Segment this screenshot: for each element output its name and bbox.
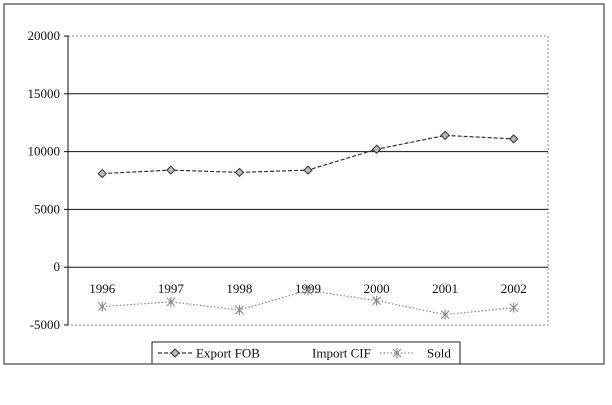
legend-item-sold: Sold (380, 346, 451, 361)
legend-box (151, 341, 461, 365)
chart-frame (3, 3, 605, 365)
data-point (440, 130, 450, 141)
series-sold (97, 285, 519, 320)
data-point (166, 165, 176, 175)
data-point (235, 304, 244, 315)
legend: Export FOB Import CIF Sold (151, 341, 461, 365)
data-point (234, 167, 245, 178)
y-tick-label: -5000 (30, 317, 60, 332)
y-tick-label: 10000 (28, 144, 61, 159)
data-point (371, 144, 382, 154)
x-tick-label: 1997 (158, 281, 185, 296)
x-tick-label: 1998 (226, 281, 252, 296)
data-point (440, 309, 450, 320)
legend-label: Import CIF (312, 346, 371, 361)
y-tick-label: 20000 (28, 28, 61, 43)
x-tick-label: 2001 (432, 281, 458, 296)
data-point (509, 302, 519, 313)
data-point (509, 134, 519, 144)
legend-item-import-cif: Import CIF (312, 346, 371, 361)
data-point (97, 301, 107, 312)
data-point (97, 168, 107, 179)
legend-swatch-marker (170, 348, 180, 358)
legend-label: Sold (427, 346, 451, 361)
y-tick-label: 15000 (28, 86, 61, 101)
y-tick-label: 0 (54, 259, 61, 274)
data-point (303, 285, 313, 296)
x-tick-label: 1996 (89, 281, 116, 296)
x-tick-label: 2002 (501, 281, 527, 296)
data-point (372, 295, 381, 306)
y-tick-label: 5000 (34, 201, 60, 216)
series-export-fob (97, 130, 519, 179)
legend-item-export-fob: Export FOB (158, 346, 260, 361)
data-point (303, 165, 313, 175)
x-tick-label: 2000 (364, 281, 390, 296)
legend-swatch-marker (392, 348, 402, 358)
legend-label: Export FOB (196, 346, 260, 361)
data-point (166, 296, 176, 307)
